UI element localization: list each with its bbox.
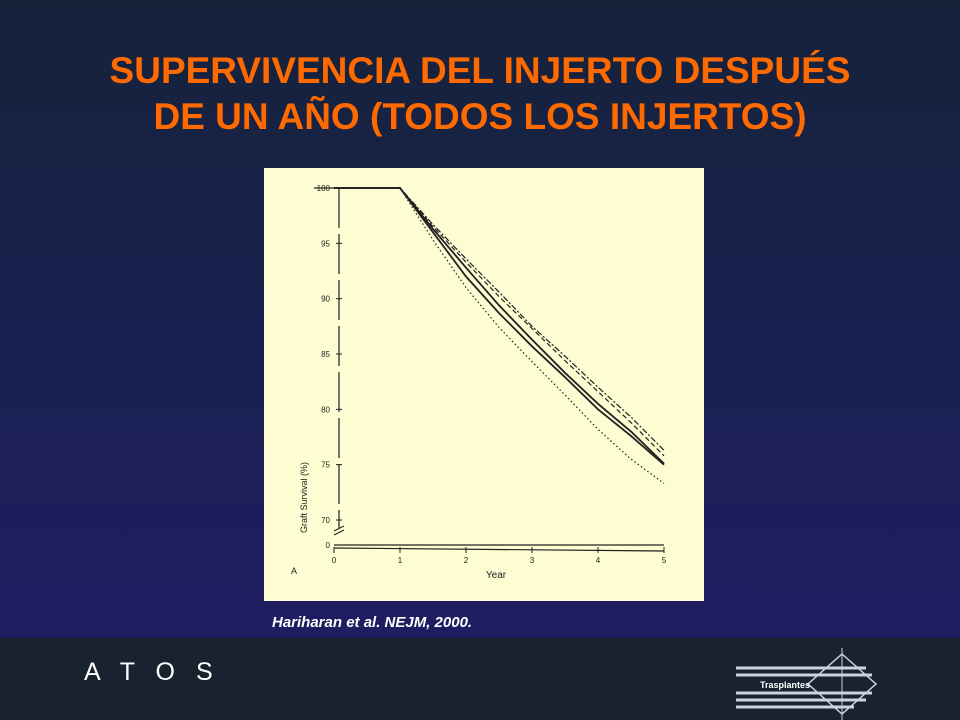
x-tick-label: 2 (464, 556, 469, 565)
footer: A T O S Trasplantes (0, 638, 960, 720)
x-axis-line (333, 547, 665, 552)
y-tick-label: 95 (321, 239, 330, 248)
trasplantes-logo: Trasplantes (736, 648, 878, 720)
logo-text: Trasplantes (760, 680, 810, 690)
series-line-2 (334, 187, 665, 465)
slide-title-line-1: SUPERVIVENCIA DEL INJERTO DESPUÉS (109, 50, 851, 91)
slide-title-line-2: DE UN AÑO (TODOS LOS INJERTOS) (153, 96, 807, 137)
series-line-5 (334, 187, 665, 484)
y-tick-label: 80 (321, 405, 330, 414)
x-tick-label: 5 (662, 556, 667, 565)
chart-panel: Graft Survival (%) Year A 100 95 90 85 80 75 7… (264, 168, 704, 601)
x-tick-label: 1 (398, 556, 403, 565)
chart-xlabel: Year (486, 570, 507, 581)
y-tick-label-zero: 0 (326, 541, 331, 550)
y-tick-label: 75 (321, 461, 330, 470)
x-tick-label: 3 (530, 556, 535, 565)
graft-survival-chart: Graft Survival (%) Year A 10095908580757… (291, 184, 667, 581)
chart-panel-label: A (291, 566, 297, 576)
series-line-4 (334, 187, 665, 451)
axis-break-mark (333, 525, 345, 532)
chart-ylabel: Graft Survival (%) (299, 462, 309, 533)
series-line-3 (334, 187, 665, 457)
y-tick-label: 85 (321, 350, 330, 359)
citation: Hariharan et al. NEJM, 2000. (272, 614, 473, 631)
x-tick-label: 4 (596, 556, 601, 565)
series-line-1 (334, 187, 665, 466)
x-tick-label: 0 (332, 556, 337, 565)
axis-break-mark (333, 529, 345, 536)
y-tick-label: 70 (321, 516, 330, 525)
brand-name: A T O S (84, 658, 220, 686)
y-tick-label: 90 (321, 295, 330, 304)
slide-title: SUPERVIVENCIA DEL INJERTO DESPUÉS DE UN … (30, 48, 930, 140)
